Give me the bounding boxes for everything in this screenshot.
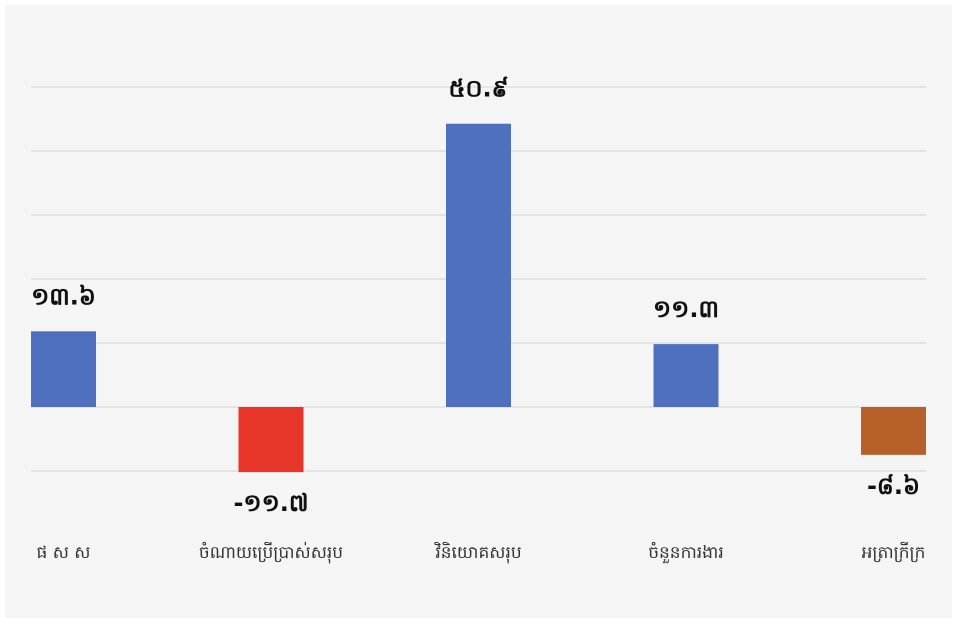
value-label: ៥០.៩ [448,75,508,103]
bar [861,407,926,455]
bar [238,407,304,473]
x-tick-label: ផ ស ស [37,543,91,563]
value-label: -១១.៧ [233,489,308,517]
x-tick-label: ចំនួនការងារ [648,541,724,564]
value-label: -៨.៦ [867,472,920,500]
x-tick-label: អត្រាក្រីក្រ [862,541,926,563]
x-tick-label: ចំណាយប្រើប្រាស់សរុប [199,541,343,564]
value-label: ១៣.៦ [31,282,96,310]
bar [446,123,511,407]
x-tick-label: វិនិយោគសរុប [434,541,522,564]
bar [653,344,719,407]
bar [31,331,96,407]
value-label: ១១.៣ [653,295,719,323]
